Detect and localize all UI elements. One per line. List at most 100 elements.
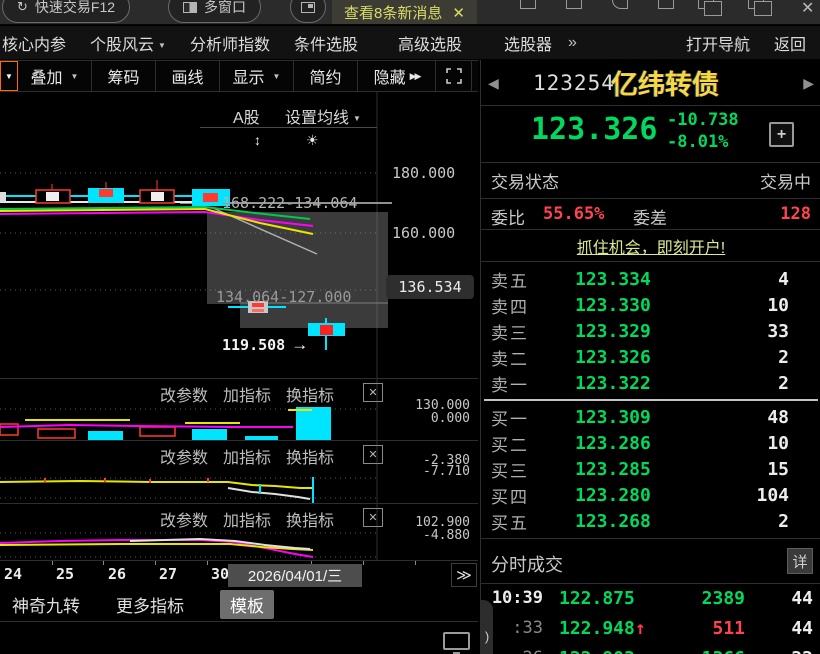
last-price: 123.326 [531, 112, 658, 147]
tab-more-indicators[interactable]: 更多指标 [116, 597, 184, 616]
security-code: 123254 [533, 71, 615, 95]
switch-indicator-button[interactable]: 换指标 [286, 388, 335, 405]
bid-row[interactable]: 买二 123.286 10 [481, 430, 820, 456]
tick-count: 44 [791, 618, 813, 639]
tick-trade-row: :26 122.903↓ 1366 22 [481, 648, 820, 654]
add-indicator-button[interactable]: 加指标 [223, 388, 272, 405]
expand-icon [445, 68, 462, 84]
add-indicator-button[interactable]: 加指标 [223, 513, 272, 530]
expand-axis-button[interactable]: ≫ [451, 563, 477, 587]
news-close-icon[interactable]: ✕ [452, 4, 465, 22]
panel-value: -2.380 [423, 453, 470, 468]
order-price: 123.309 [575, 406, 651, 428]
order-volume: 104 [756, 484, 789, 506]
indicator-panel-2[interactable]: 改参数 加指标 换指标 ✕ -2.380 -7.710 [0, 440, 478, 504]
next-security-icon[interactable]: ▶ [803, 75, 814, 91]
restore-window-icon[interactable] [748, 0, 772, 16]
window-icon[interactable] [612, 0, 628, 9]
quick-trade-button[interactable]: ↻ 快速交易F12 [2, 0, 131, 23]
window-icon[interactable] [566, 0, 582, 9]
menu-back[interactable]: 返回 [773, 36, 806, 54]
ma-settings-dropdown[interactable]: 设置均线 ▼ [285, 110, 361, 127]
panel-value: -4.880 [423, 528, 470, 543]
low-price-annotation: 119.508 → [222, 335, 309, 354]
menu-advanced-select[interactable]: 高级选股 [397, 36, 462, 54]
commission-row: 委比 55.65% 委差 128 [481, 199, 820, 229]
ask-row[interactable]: 卖五 123.334 4 [481, 266, 820, 292]
kline-chart-pane[interactable]: A股 设置均线 ▼ ↕ ☀ 180.000 160.000 136.534 168… [0, 92, 478, 378]
indicator-panel-3[interactable]: 改参数 加指标 换指标 ✕ 102.900 -4.880 [0, 503, 478, 561]
fullscreen-button[interactable] [436, 61, 472, 91]
order-level-label: 卖五 [491, 271, 529, 291]
bid-row[interactable]: 买一 123.309 48 [481, 404, 820, 430]
tick-price: 122.948↑ [559, 618, 646, 639]
draw-line-button[interactable]: 画线 [156, 61, 220, 91]
overlay-button[interactable]: 叠加 ▼ [18, 61, 92, 91]
change-params-button[interactable]: 改参数 [160, 450, 209, 467]
close-panel-icon[interactable]: ✕ [363, 508, 383, 527]
ask-row[interactable]: 卖三 123.329 33 [481, 318, 820, 344]
add-indicator-button[interactable]: 加指标 [223, 450, 272, 467]
order-price: 123.280 [575, 484, 651, 506]
order-price: 123.326 [575, 346, 651, 368]
market-type-label[interactable]: A股 [233, 110, 260, 127]
order-volume: 48 [767, 406, 789, 428]
sun-icon[interactable]: ☀ [306, 132, 319, 148]
updown-arrow-icon[interactable]: ↕ [254, 132, 261, 148]
menu-core-reference[interactable]: 核心内参 [2, 36, 67, 54]
ask-row[interactable]: 卖一 123.322 2 [481, 370, 820, 396]
order-volume: 2 [778, 346, 789, 368]
indicator-canvas [0, 379, 378, 441]
bid-row[interactable]: 买三 123.285 15 [481, 456, 820, 482]
panel-collapse-handle[interactable]: ) [481, 600, 493, 654]
order-volume: 15 [767, 458, 789, 480]
cascade-windows-icon[interactable] [698, 0, 722, 16]
menu-open-nav[interactable]: 打开导航 [685, 36, 750, 54]
close-panel-icon[interactable]: ✕ [363, 383, 383, 402]
bid-row[interactable]: 买四 123.280 104 [481, 482, 820, 508]
tab-template[interactable]: 模板 [220, 590, 274, 619]
simple-mode-button[interactable]: 简约 [294, 61, 358, 91]
display-button[interactable]: 显示 ▼ [220, 61, 294, 91]
hide-button[interactable]: 隐藏 ▶▶ [358, 61, 436, 91]
menu-stock-wind[interactable]: 个股风云 ▼ [90, 36, 166, 54]
close-panel-icon[interactable]: ✕ [363, 445, 383, 464]
tab-magic-nine[interactable]: 神奇九转 [12, 597, 80, 616]
news-alert-button[interactable]: 查看8条新消息 ✕ [332, 0, 477, 24]
pop-out-icon [301, 1, 315, 13]
indicator-panel-1[interactable]: 改参数 加指标 换指标 ✕ 130.000 0.000 [0, 378, 478, 441]
open-account-link[interactable]: 抓住机会，即刻开户! [576, 239, 726, 257]
monitor-icon[interactable] [443, 632, 470, 654]
switch-indicator-button[interactable]: 换指标 [286, 513, 335, 530]
caret-down-icon: ▼ [70, 71, 79, 81]
close-window-icon[interactable]: ✕ [801, 0, 815, 17]
caret-down-icon: ▼ [158, 40, 166, 50]
switch-indicator-button[interactable]: 换指标 [286, 450, 335, 467]
x-axis-tick: 25 [56, 565, 75, 583]
bid-row[interactable]: 买五 123.268 2 [481, 508, 820, 534]
multi-window-icon [183, 1, 197, 13]
order-level-label: 买二 [491, 435, 529, 455]
change-params-button[interactable]: 改参数 [160, 513, 209, 530]
chevron-double-right-icon[interactable]: » [568, 33, 577, 51]
menu-analyst-index[interactable]: 分析师指数 [189, 36, 270, 54]
ask-row[interactable]: 卖四 123.330 10 [481, 292, 820, 318]
order-volume: 10 [767, 294, 789, 316]
tick-detail-button[interactable]: 详 [787, 548, 813, 574]
tick-volume: 2389 [701, 588, 745, 609]
kline-style-dropdown[interactable]: ▼ [0, 61, 18, 91]
multi-window-button[interactable]: 多窗口 [168, 0, 261, 23]
menu-condition-select[interactable]: 条件选股 [293, 36, 358, 54]
prev-security-icon[interactable]: ◀ [488, 75, 499, 91]
change-params-button[interactable]: 改参数 [160, 388, 209, 405]
menu-stock-picker[interactable]: 选股器 [504, 36, 553, 54]
quick-trade-label: 快速交易F12 [34, 0, 116, 15]
pop-out-button[interactable] [290, 0, 326, 23]
order-price: 123.329 [575, 320, 651, 342]
add-to-watchlist-button[interactable]: + [769, 122, 794, 147]
weicha-value: 128 [780, 204, 811, 224]
window-icon[interactable] [520, 0, 536, 9]
ask-row[interactable]: 卖二 123.326 2 [481, 344, 820, 370]
window-icon[interactable] [658, 0, 674, 9]
chips-button[interactable]: 筹码 [92, 61, 156, 91]
